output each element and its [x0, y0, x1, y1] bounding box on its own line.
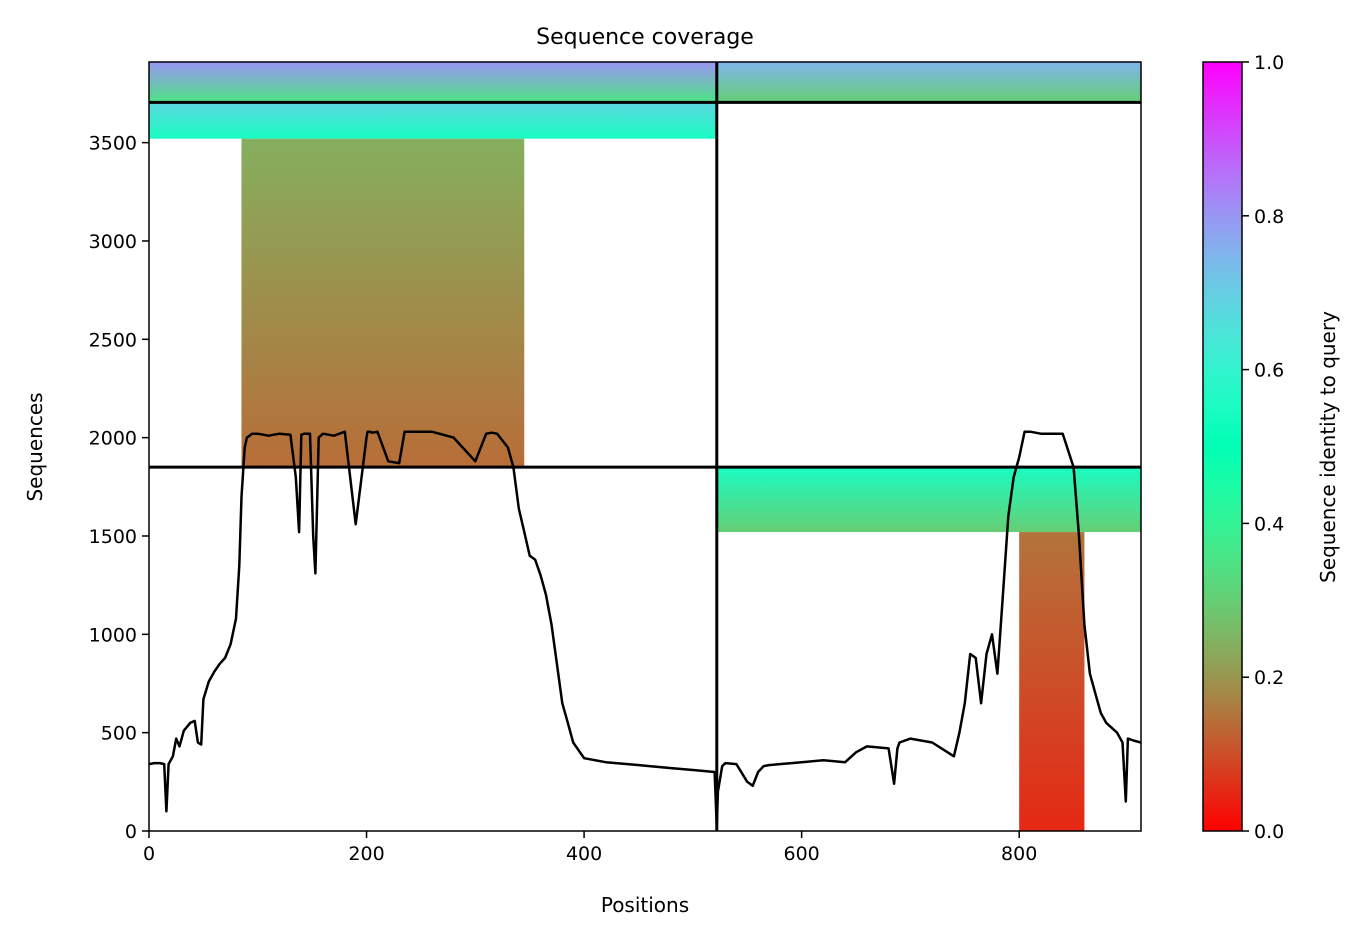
y-tick-label: 3500 [89, 133, 137, 155]
coverage-block [716, 467, 1141, 533]
coverage-blocks [149, 62, 1141, 831]
colorbar [1202, 61, 1243, 832]
colorbar-tick-label: 0.0 [1254, 821, 1284, 843]
y-tick-label: 2500 [89, 329, 137, 351]
x-tick-label: 800 [1001, 843, 1037, 865]
y-tick-label: 500 [101, 723, 137, 745]
colorbar-label: Sequence identity to query [1316, 311, 1340, 583]
y-axis: 0 500 1000 1500 2000 2500 3000 3500 [89, 133, 149, 843]
x-tick-label: 400 [566, 843, 602, 865]
colorbar-tick-label: 0.6 [1254, 360, 1284, 382]
y-tick-label: 1500 [89, 526, 137, 548]
x-tick-label: 0 [143, 843, 155, 865]
plot-frame [148, 61, 1142, 832]
coverage-line [149, 430, 1141, 829]
y-tick-label: 2000 [89, 428, 137, 450]
x-axis-label: Positions [601, 893, 689, 917]
colorbar-axis: 0.0 0.2 0.4 0.6 0.8 1.0 [1242, 52, 1284, 843]
x-axis: 0 200 400 600 800 [143, 831, 1037, 865]
block-separators [149, 62, 1141, 831]
chart-title: Sequence coverage [536, 25, 754, 50]
colorbar-tick-label: 0.2 [1254, 667, 1284, 689]
colorbar-tick-label: 0.8 [1254, 206, 1284, 228]
y-tick-label: 0 [125, 821, 137, 843]
y-tick-label: 1000 [89, 624, 137, 646]
colorbar-tick-label: 1.0 [1254, 52, 1284, 74]
y-axis-label: Sequences [23, 392, 47, 501]
x-tick-label: 600 [783, 843, 819, 865]
coverage-block [241, 138, 525, 468]
coverage-block [1019, 532, 1085, 831]
colorbar-tick-label: 0.4 [1254, 513, 1284, 535]
coverage-block [149, 102, 717, 139]
y-tick-label: 3000 [89, 231, 137, 253]
x-tick-label: 200 [348, 843, 384, 865]
coverage-block [716, 62, 1141, 103]
coverage-block [149, 62, 717, 103]
